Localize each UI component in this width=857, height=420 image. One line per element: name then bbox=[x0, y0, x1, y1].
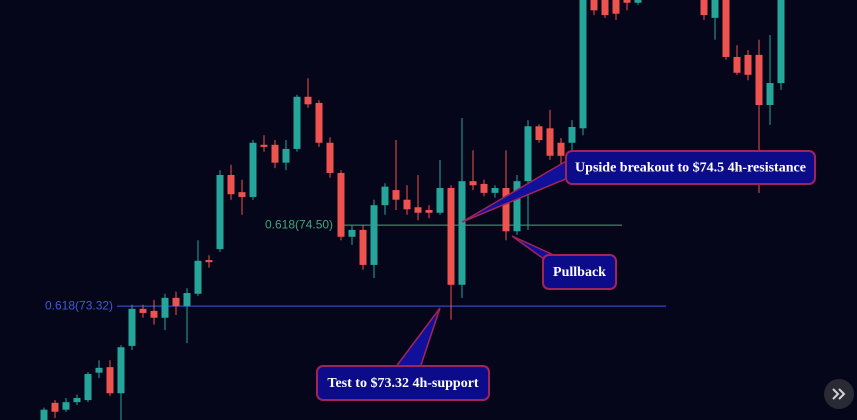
candle-body bbox=[271, 144, 279, 163]
candle-body bbox=[249, 142, 257, 197]
candle-body bbox=[700, 0, 708, 16]
candle-body bbox=[128, 308, 136, 346]
candle-body bbox=[304, 96, 312, 105]
candle-body bbox=[205, 260, 213, 263]
candle-body bbox=[84, 374, 92, 401]
candle-body bbox=[216, 175, 224, 250]
candle-body bbox=[722, 0, 730, 57]
candle-body bbox=[425, 210, 433, 213]
candle-body bbox=[458, 181, 466, 285]
annotations: Upside breakout to $74.5 4h-resistance Pu… bbox=[316, 150, 816, 401]
candle-body bbox=[172, 297, 180, 307]
levels: 0.618(74.50) 0.618(73.32) bbox=[45, 217, 666, 312]
candle-body bbox=[744, 54, 752, 75]
candle-body bbox=[447, 188, 455, 285]
scroll-button[interactable] bbox=[824, 379, 854, 409]
callout-pointer bbox=[393, 307, 441, 369]
candle-body bbox=[106, 367, 114, 394]
candle-body bbox=[183, 293, 191, 307]
candle-body bbox=[634, 0, 642, 3]
callout-text: Upside breakout to $74.5 4h-resistance bbox=[575, 161, 806, 176]
candle-body bbox=[524, 126, 532, 182]
candle-body bbox=[766, 83, 774, 105]
candle-body bbox=[623, 0, 631, 3]
candle-body bbox=[414, 207, 422, 213]
callout-box bbox=[542, 254, 617, 290]
candle-body bbox=[557, 142, 565, 156]
candle-body bbox=[579, 0, 587, 129]
candle-body bbox=[139, 308, 147, 313]
candle-body bbox=[755, 54, 763, 105]
callout-text: Pullback bbox=[553, 265, 606, 280]
candle-body bbox=[491, 188, 499, 193]
candle-body bbox=[777, 0, 785, 84]
candle-body bbox=[711, 0, 719, 18]
candle-body bbox=[326, 142, 334, 173]
candle-body bbox=[150, 310, 158, 318]
candle-body bbox=[73, 398, 81, 403]
candle-body bbox=[733, 56, 741, 73]
candle-body bbox=[469, 181, 477, 186]
candle-body bbox=[348, 229, 356, 237]
candle-body bbox=[403, 199, 411, 210]
candle-body bbox=[513, 181, 521, 232]
level-label: 0.618(73.32) bbox=[45, 298, 113, 312]
candles bbox=[40, 0, 785, 420]
candle-body bbox=[315, 102, 323, 143]
candle-body bbox=[392, 190, 400, 200]
candle-body bbox=[359, 229, 367, 265]
candle-body bbox=[260, 144, 268, 147]
candle-body bbox=[194, 260, 202, 294]
candle-body bbox=[436, 188, 444, 213]
candle-body bbox=[568, 126, 576, 143]
candle-body bbox=[161, 297, 169, 318]
candle-body bbox=[51, 402, 59, 412]
callout-box bbox=[316, 365, 490, 401]
candle-body bbox=[227, 175, 235, 195]
candle-body bbox=[337, 172, 345, 237]
candle-body bbox=[590, 0, 598, 11]
candle-body bbox=[370, 205, 378, 265]
candle-body bbox=[282, 148, 290, 163]
candle-body bbox=[117, 347, 125, 394]
candle-body bbox=[480, 183, 488, 193]
candle-body bbox=[40, 409, 48, 420]
callout-text: Test to $73.32 4h-support bbox=[327, 376, 479, 391]
candle-body bbox=[381, 186, 389, 206]
candle-body bbox=[535, 126, 543, 140]
candle-body bbox=[62, 402, 70, 410]
candle-body bbox=[238, 192, 246, 197]
candle-body bbox=[95, 367, 103, 373]
callout-box bbox=[565, 150, 816, 185]
level-label: 0.618(74.50) bbox=[265, 217, 333, 231]
candle-body bbox=[546, 128, 554, 156]
candle-body bbox=[502, 188, 510, 232]
candle-body bbox=[612, 0, 620, 14]
candle-body bbox=[293, 96, 301, 149]
candle-body bbox=[601, 0, 609, 16]
scroll-button-icon[interactable] bbox=[832, 388, 846, 400]
